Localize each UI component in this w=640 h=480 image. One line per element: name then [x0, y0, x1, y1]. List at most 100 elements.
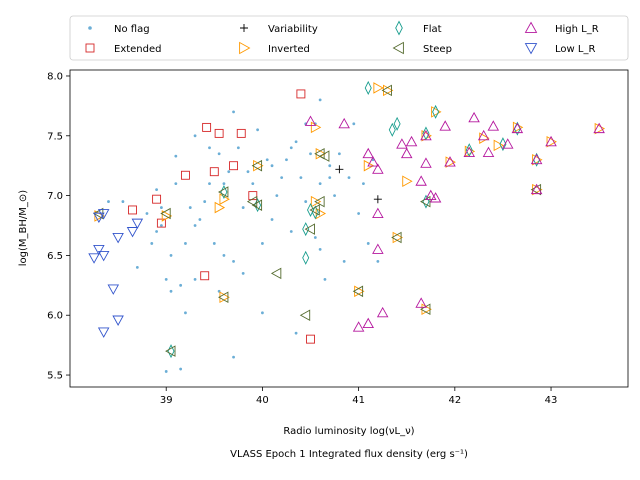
- data-point: [366, 242, 370, 245]
- data-point: [335, 165, 344, 174]
- legend-label: Steep: [423, 44, 452, 55]
- data-point: [546, 136, 557, 148]
- data-point: [352, 321, 365, 332]
- data-point: [530, 183, 542, 196]
- data-point: [372, 243, 384, 254]
- data-point: [432, 104, 440, 119]
- data-point: [468, 111, 480, 123]
- data-point: [270, 218, 274, 221]
- y-axis-label: log(M_BH/M_⊙): [18, 190, 29, 267]
- data-point: [318, 248, 322, 251]
- y-tick-label: 6.5: [47, 251, 63, 262]
- data-point: [241, 206, 245, 209]
- legend-marker: [240, 24, 248, 32]
- data-point: [420, 195, 431, 208]
- data-point: [421, 303, 432, 316]
- data-point: [150, 242, 154, 245]
- data-point: [160, 207, 171, 220]
- legend-marker: [392, 41, 404, 55]
- x-tick-label: 40: [256, 395, 269, 406]
- data-point: [229, 161, 239, 171]
- data-point: [232, 355, 235, 359]
- data-point: [323, 277, 327, 281]
- data-point: [121, 200, 125, 203]
- data-point: [493, 139, 505, 152]
- y-tick-label: 8.0: [47, 71, 63, 82]
- data-point: [487, 120, 500, 131]
- data-point: [431, 106, 442, 118]
- data-point: [362, 147, 375, 159]
- data-point: [352, 122, 356, 126]
- data-point: [530, 183, 543, 195]
- data-point: [363, 159, 375, 172]
- data-point: [128, 205, 137, 215]
- data-point: [425, 189, 437, 201]
- data-point: [169, 254, 173, 257]
- series-high-l-r: [304, 111, 605, 332]
- data-point: [280, 176, 284, 180]
- data-point: [304, 223, 315, 235]
- legend-label: Extended: [114, 44, 162, 55]
- data-point: [499, 137, 507, 152]
- data-point: [107, 200, 110, 203]
- data-point: [200, 271, 210, 281]
- data-point: [251, 199, 263, 211]
- data-point: [97, 209, 110, 220]
- data-point: [227, 170, 231, 174]
- data-point: [594, 122, 606, 135]
- data-point: [214, 128, 224, 138]
- y-axis: 5.5 6.0 6.5 7.0 7.5 8.0: [47, 71, 70, 382]
- legend-label: High L_R: [555, 24, 599, 35]
- data-point: [193, 134, 197, 138]
- data-point: [126, 227, 139, 238]
- data-point: [218, 291, 229, 304]
- data-point: [241, 271, 245, 275]
- data-point: [357, 212, 361, 215]
- data-point: [246, 170, 250, 174]
- data-point: [135, 265, 139, 269]
- data-point: [265, 158, 269, 162]
- data-point: [294, 331, 298, 335]
- data-point: [251, 182, 255, 186]
- data-point: [463, 146, 476, 157]
- data-point: [392, 231, 404, 244]
- data-point: [159, 206, 163, 209]
- data-point: [174, 154, 178, 158]
- x-tick-label: 39: [160, 395, 173, 406]
- data-point: [145, 212, 149, 215]
- data-point: [299, 176, 303, 180]
- data-point: [251, 159, 263, 172]
- data-point: [212, 242, 216, 245]
- data-point: [112, 315, 124, 326]
- data-point: [261, 242, 264, 245]
- data-point: [236, 146, 240, 150]
- data-point: [352, 285, 364, 298]
- data-point: [372, 163, 384, 174]
- data-point: [97, 327, 110, 338]
- data-point: [333, 194, 336, 198]
- data-point: [306, 334, 315, 344]
- data-point: [313, 236, 317, 239]
- data-point: [179, 367, 183, 371]
- data-point: [188, 206, 192, 209]
- data-point: [208, 146, 211, 150]
- data-point: [511, 122, 524, 134]
- data-point: [169, 289, 173, 293]
- data-point: [184, 242, 187, 245]
- legend-item: Variability: [240, 24, 318, 35]
- data-point: [328, 164, 332, 168]
- data-point: [310, 121, 322, 134]
- x-axis: 39 40 41 42 43: [160, 387, 557, 406]
- data-point: [179, 283, 183, 287]
- data-point: [294, 140, 298, 144]
- data-point: [164, 277, 168, 281]
- data-point: [209, 167, 219, 177]
- data-point: [347, 176, 351, 180]
- data-point: [362, 317, 375, 329]
- data-point: [155, 230, 158, 233]
- data-point: [289, 230, 293, 233]
- x-tick-label: 41: [352, 395, 365, 406]
- series-no-flag: [107, 98, 380, 373]
- data-point: [396, 138, 408, 149]
- data-point: [161, 210, 173, 222]
